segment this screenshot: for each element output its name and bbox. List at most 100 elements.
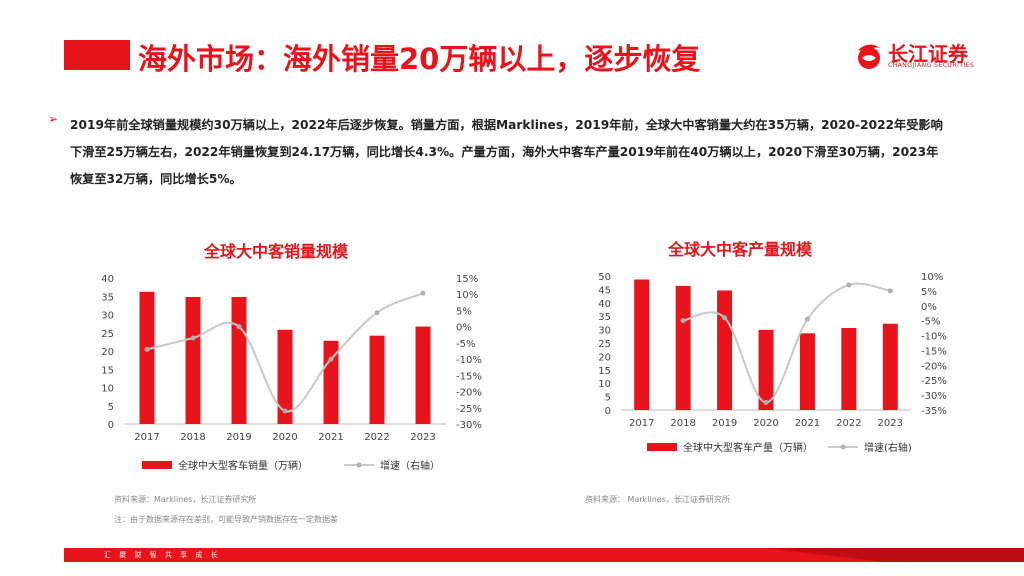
chart-1-note: 注：由于数据来源存在差别，可能导致产销数据存在一定数据差 <box>114 515 338 524</box>
y2-tick-label: -35% <box>921 406 947 417</box>
y2-tick-label: 5% <box>456 306 472 317</box>
growth-point <box>887 288 893 294</box>
legend-bar-swatch <box>647 443 677 451</box>
bar <box>415 326 431 424</box>
bar <box>323 340 339 424</box>
y2-tick-label: -5% <box>921 317 940 328</box>
production-chart: 0 5 10 15 20 25 30 35 40 45 50 -35% -30% -25% -20% -15%… <box>598 272 947 454</box>
growth-point <box>236 324 242 330</box>
bar <box>185 296 201 424</box>
y2-tick-label: -10% <box>456 355 482 366</box>
bar <box>369 335 385 424</box>
growth-point <box>374 310 380 316</box>
x-tick-label: 2017 <box>629 418 654 429</box>
growth-point <box>282 408 288 414</box>
y2-tick-label: -20% <box>456 388 482 399</box>
y-tick-label: 30 <box>598 326 611 337</box>
bullet-arrow-icon: ➢ <box>48 112 59 126</box>
legend-line-label: 增速(右轴) <box>864 441 912 454</box>
company-logo: 长江证券 CHANGJIANG SECURITIES <box>852 38 982 74</box>
y-tick-label: 20 <box>101 347 114 358</box>
bar <box>882 323 898 410</box>
x-tick-label: 2019 <box>226 432 251 443</box>
y-tick-label: 15 <box>598 366 611 377</box>
growth-point <box>190 335 196 341</box>
x-tick-label: 2021 <box>318 432 343 443</box>
y-tick-label: 50 <box>598 272 611 283</box>
growth-point <box>680 318 686 324</box>
y-tick-label: 10 <box>598 379 611 390</box>
sales-chart: 0 5 10 15 20 25 30 35 40 -30% -25% -20% -15% -10% -5% 0… <box>101 274 482 472</box>
bar <box>799 333 815 410</box>
bar <box>675 285 691 410</box>
bar <box>841 327 857 410</box>
footer-bar <box>64 548 1024 562</box>
y-tick-label: 5 <box>108 402 114 413</box>
x-tick-label: 2018 <box>180 432 205 443</box>
y2-tick-label: -30% <box>456 420 482 431</box>
y2-tick-label: 15% <box>456 274 478 285</box>
y2-tick-label: -5% <box>456 339 475 350</box>
growth-line <box>682 282 891 404</box>
legend-bar-label: 全球中大型客车销量（万辆） <box>178 459 308 472</box>
logo-text: 长江证券 <box>888 42 968 66</box>
x-tick-label: 2020 <box>753 418 778 429</box>
legend-bar-swatch <box>142 461 172 469</box>
x-tick-label: 2022 <box>836 418 861 429</box>
y-tick-label: 0 <box>605 406 611 417</box>
y2-tick-label: -10% <box>921 332 947 343</box>
y2-tick-label: -25% <box>921 376 947 387</box>
legend-bar-label: 全球中大型客车产量（万辆） <box>683 441 813 454</box>
legend-line-marker <box>356 462 362 468</box>
logo-subtext: CHANGJIANG SECURITIES <box>888 62 975 69</box>
y-tick-label: 20 <box>598 352 611 363</box>
bar <box>634 279 650 410</box>
y2-tick-label: -15% <box>456 371 482 382</box>
growth-point <box>144 346 150 352</box>
bullet-text: 2019年前全球销量规模约30万辆以上，2022年后逐步恢复。销量方面，根据Ma… <box>70 118 943 186</box>
y2-tick-label: 10% <box>456 290 478 301</box>
y-tick-label: 25 <box>598 339 611 350</box>
y2-tick-label: 5% <box>921 287 937 298</box>
page-title: 海外市场：海外销量20万辆以上，逐步恢复 <box>138 42 701 76</box>
y-tick-label: 35 <box>598 312 611 323</box>
chart-2-title: 全球大中客产量规模 <box>668 240 813 259</box>
y2-tick-label: 0% <box>456 323 472 334</box>
growth-point <box>420 290 426 296</box>
y-tick-label: 0 <box>108 420 114 431</box>
y-tick-label: 30 <box>101 311 114 322</box>
x-tick-label: 2019 <box>712 418 737 429</box>
y-tick-label: 5 <box>605 393 611 404</box>
chart-1-title: 全球大中客销量规模 <box>204 242 349 261</box>
bar <box>758 329 774 410</box>
footer-slogan: 汇 聚 财 智 共 享 成 长 <box>104 551 221 559</box>
y2-tick-label: -25% <box>456 404 482 415</box>
growth-point <box>328 356 334 362</box>
x-tick-label: 2021 <box>795 418 820 429</box>
y-tick-label: 15 <box>101 365 114 376</box>
y-tick-label: 35 <box>101 292 114 303</box>
x-tick-label: 2020 <box>272 432 297 443</box>
y2-tick-label: -30% <box>921 391 947 402</box>
bar <box>277 329 293 424</box>
y-tick-label: 10 <box>101 384 114 395</box>
y2-tick-label: 10% <box>921 272 943 283</box>
y2-tick-label: -20% <box>921 361 947 372</box>
y2-tick-label: 0% <box>921 302 937 313</box>
x-tick-label: 2023 <box>410 432 435 443</box>
bar <box>231 296 247 424</box>
x-tick-label: 2017 <box>134 432 159 443</box>
growth-point <box>804 316 810 322</box>
y-tick-label: 40 <box>101 274 114 285</box>
y-tick-label: 40 <box>598 299 611 310</box>
title-accent-bar <box>64 40 130 70</box>
x-tick-label: 2018 <box>670 418 695 429</box>
y2-tick-label: -15% <box>921 346 947 357</box>
x-tick-label: 2022 <box>364 432 389 443</box>
y-tick-label: 25 <box>101 329 114 340</box>
y-tick-label: 45 <box>598 285 611 296</box>
legend-line-label: 增速（右轴） <box>380 459 440 472</box>
legend-line-marker <box>840 444 846 450</box>
x-tick-label: 2023 <box>878 418 903 429</box>
growth-point <box>763 400 769 406</box>
